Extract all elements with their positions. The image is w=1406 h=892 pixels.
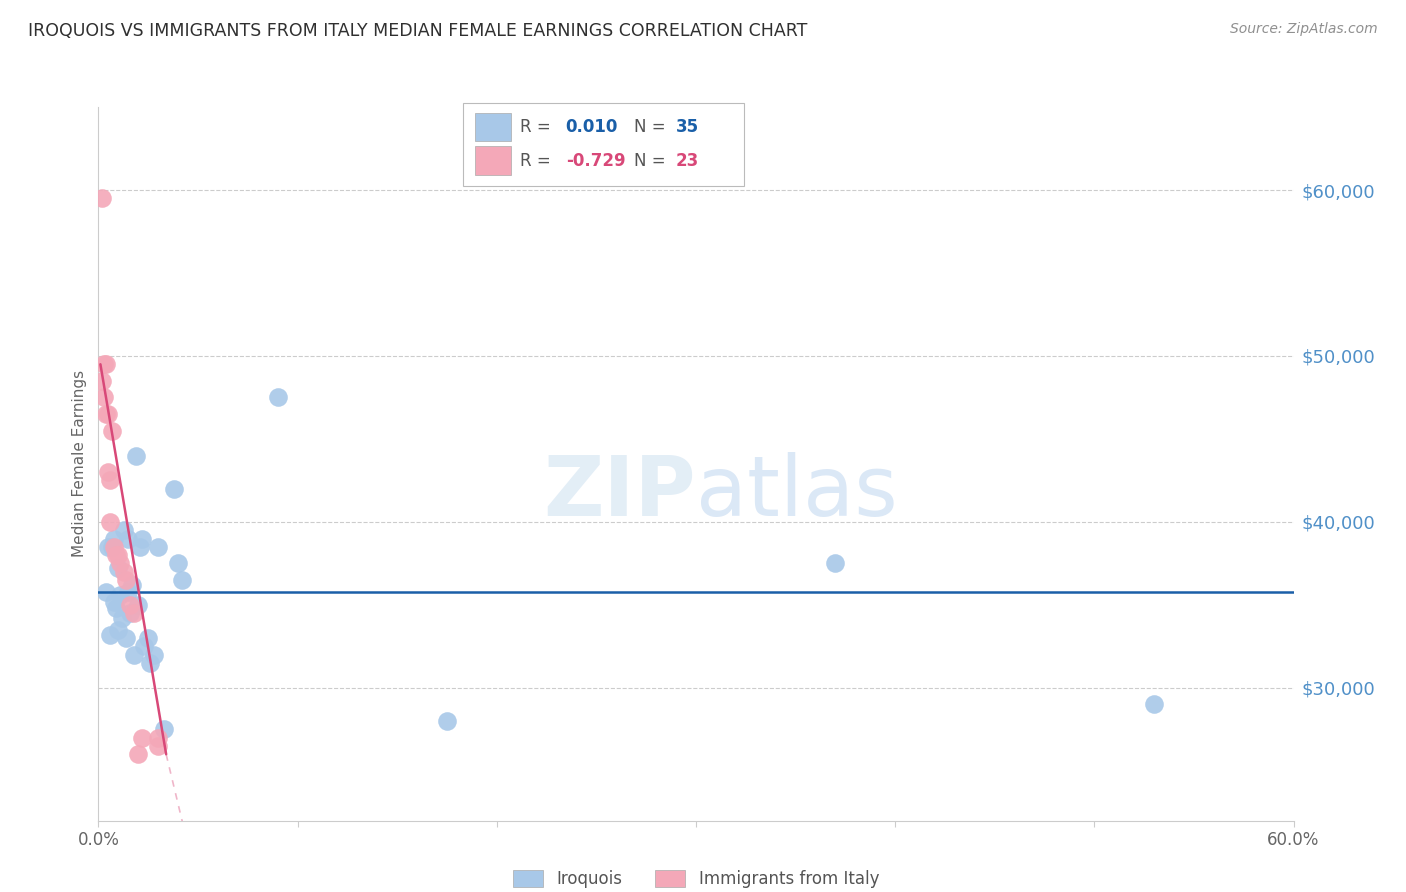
Point xyxy=(97,540,120,554)
Point xyxy=(103,532,125,546)
Point xyxy=(100,628,122,642)
Point xyxy=(100,474,122,488)
Point xyxy=(105,548,128,562)
Point xyxy=(110,557,132,571)
Point xyxy=(153,723,176,737)
Point xyxy=(436,714,458,728)
Point xyxy=(120,598,142,612)
Point xyxy=(91,191,114,205)
Point xyxy=(1143,698,1166,712)
Point xyxy=(100,515,122,529)
Point xyxy=(131,532,153,546)
Point xyxy=(143,648,166,662)
Point xyxy=(148,731,170,745)
Point xyxy=(91,374,114,388)
Point xyxy=(96,357,118,371)
Point xyxy=(107,561,129,575)
Text: atlas: atlas xyxy=(696,452,897,533)
Point xyxy=(129,540,152,554)
Point xyxy=(124,606,146,620)
Point xyxy=(112,523,135,537)
Point xyxy=(96,584,118,599)
Text: R =: R = xyxy=(520,118,557,136)
Point xyxy=(103,594,125,608)
Point xyxy=(127,747,149,762)
Point xyxy=(167,557,190,571)
Point xyxy=(125,449,148,463)
Point xyxy=(97,407,120,421)
Point xyxy=(139,656,162,670)
Point xyxy=(112,565,135,579)
Text: 0.010: 0.010 xyxy=(565,118,619,136)
Point xyxy=(115,631,138,645)
Text: Source: ZipAtlas.com: Source: ZipAtlas.com xyxy=(1230,22,1378,37)
Point xyxy=(101,540,124,554)
Point xyxy=(163,482,186,496)
Point xyxy=(131,731,153,745)
Point xyxy=(111,611,134,625)
Point xyxy=(824,557,846,571)
Bar xyxy=(475,146,510,175)
Y-axis label: Median Female Earnings: Median Female Earnings xyxy=(72,370,87,558)
Legend: Iroquois, Immigrants from Italy: Iroquois, Immigrants from Italy xyxy=(506,863,886,892)
Text: N =: N = xyxy=(634,152,671,169)
Point xyxy=(267,391,290,405)
Point xyxy=(107,548,129,562)
Text: ZIP: ZIP xyxy=(544,452,696,533)
Bar xyxy=(463,103,744,186)
Point xyxy=(96,407,118,421)
Point xyxy=(134,640,156,654)
Text: IROQUOIS VS IMMIGRANTS FROM ITALY MEDIAN FEMALE EARNINGS CORRELATION CHART: IROQUOIS VS IMMIGRANTS FROM ITALY MEDIAN… xyxy=(28,22,807,40)
Point xyxy=(107,623,129,637)
Point xyxy=(148,739,170,753)
Text: R =: R = xyxy=(520,152,557,169)
Text: 35: 35 xyxy=(676,118,699,136)
Text: -0.729: -0.729 xyxy=(565,152,626,169)
Point xyxy=(124,648,146,662)
Point xyxy=(117,532,139,546)
Point xyxy=(93,391,115,405)
Point xyxy=(172,573,194,587)
Point xyxy=(110,588,132,602)
Text: N =: N = xyxy=(634,118,671,136)
Point xyxy=(120,606,142,620)
Point xyxy=(103,540,125,554)
Text: 23: 23 xyxy=(676,152,699,169)
Point xyxy=(127,598,149,612)
Point xyxy=(121,578,143,592)
Point xyxy=(97,465,120,479)
Point xyxy=(136,631,159,645)
Point xyxy=(148,540,170,554)
Point xyxy=(105,601,128,615)
Point xyxy=(93,357,115,371)
Point xyxy=(101,424,124,438)
Point xyxy=(117,584,139,599)
Point xyxy=(115,573,138,587)
Bar xyxy=(475,112,510,141)
